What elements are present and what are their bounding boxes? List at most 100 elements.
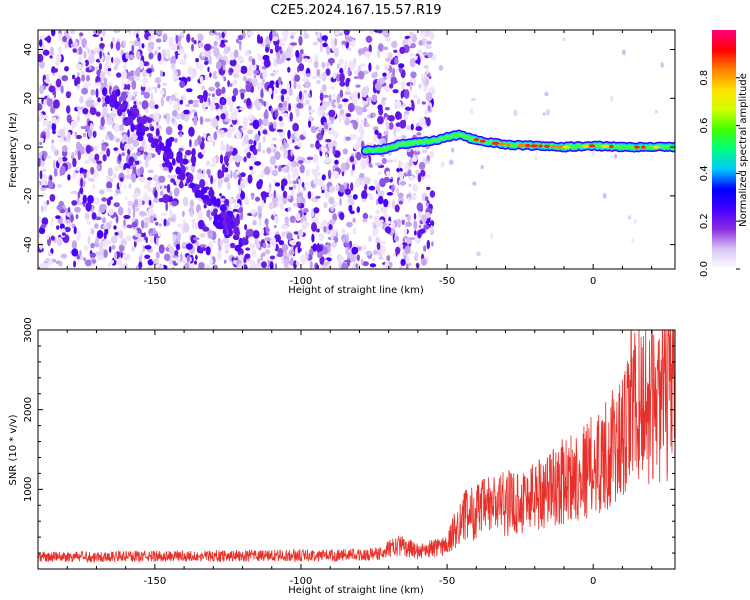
noise-blob [281,178,288,187]
noise-blob [97,97,101,103]
noise-blob [409,57,416,68]
noise-blob [64,30,70,37]
noise-blob [397,192,404,199]
noise-blob [77,56,83,63]
noise-blob [76,115,80,123]
colorbar-label: Normalized spectral amplitude [738,73,749,227]
noise-blob [108,246,112,253]
noise-blob [86,74,90,82]
noise-blob [329,128,336,135]
noise-blob [79,32,84,37]
noise-blob [191,108,196,113]
noise-blob [197,210,203,220]
noise-blob [153,197,160,203]
noise-blob [306,156,314,161]
noise-blob [219,43,226,48]
noise-blob [260,191,268,199]
noise-blob [154,104,159,109]
noise-blob [415,59,421,64]
noise-blob [66,105,71,114]
x-tick-label: -100 [290,576,313,587]
noise-blob [348,60,356,70]
noise-blob [258,218,262,227]
noise-blob [369,195,373,201]
noise-blob [178,147,184,152]
noise-blob [217,178,223,186]
noise-blob [138,101,142,106]
noise-blob [321,42,328,48]
noise-blob [66,114,72,124]
noise-blob [197,135,202,145]
noise-blob [369,30,374,35]
noise-blob [346,221,353,228]
noise-blob [417,173,422,183]
noise-blob [188,126,195,137]
noise-blob [86,171,90,180]
noise-blob [400,258,406,266]
noise-blob [265,224,269,235]
noise-blob [186,177,190,184]
noise-blob [283,138,286,149]
noise-blob [407,214,411,222]
noise-blob [132,193,139,199]
noise-blob [352,120,359,130]
noise-blob [316,228,320,233]
noise-blob [299,90,302,100]
noise-blob [288,88,293,96]
noise-blob [182,196,189,207]
noise-blob [263,58,271,68]
signal-hot-spot [506,143,511,147]
noise-blob [162,82,168,86]
noise-blob [109,196,113,201]
noise-blob [92,130,97,138]
signal-hot-spot [600,144,610,148]
noise-blob [322,219,328,229]
noise-blob [187,99,194,105]
noise-blob [213,131,218,141]
noise-blob [253,99,260,108]
noise-blob [158,232,162,237]
noise-blob [92,101,99,106]
noise-blob [230,170,233,179]
noise-blob [170,55,177,66]
noise-blob [121,152,126,157]
noise-blob [138,261,143,269]
noise-blob [298,63,305,72]
noise-blob [413,150,421,156]
noise-blob [133,91,138,96]
noise-blob [43,152,47,160]
noise-blob [243,196,250,206]
noise-blob [373,249,378,255]
noise-blob [155,38,162,43]
noise-blob [103,231,107,240]
noise-blob [170,63,176,69]
noise-blob [179,99,183,105]
noise-blob [396,218,402,228]
noise-blob [197,33,204,42]
noise-blob [113,135,117,142]
noise-blob [273,240,276,250]
noise-blob [347,67,351,76]
noise-blob [132,104,138,109]
signal-hot-spot [517,143,526,147]
noise-blob [117,206,124,216]
noise-blob [289,257,294,266]
noise-blob [274,182,281,187]
noise-blob [189,70,195,80]
noise-blob [110,41,114,50]
noise-blob [220,40,225,45]
noise-blob [145,236,148,244]
noise-blob [212,264,218,269]
noise-blob [383,198,389,208]
noise-blob [425,91,433,102]
noise-blob [78,46,83,55]
noise-blob [149,215,154,224]
noise-blob [84,159,90,165]
noise-blob [368,44,372,54]
noise-blob [300,254,306,263]
noise-blob [85,99,93,108]
noise-blob [185,103,191,108]
noise-blob [115,189,121,194]
noise-blob [243,147,251,154]
noise-blob [405,221,412,227]
